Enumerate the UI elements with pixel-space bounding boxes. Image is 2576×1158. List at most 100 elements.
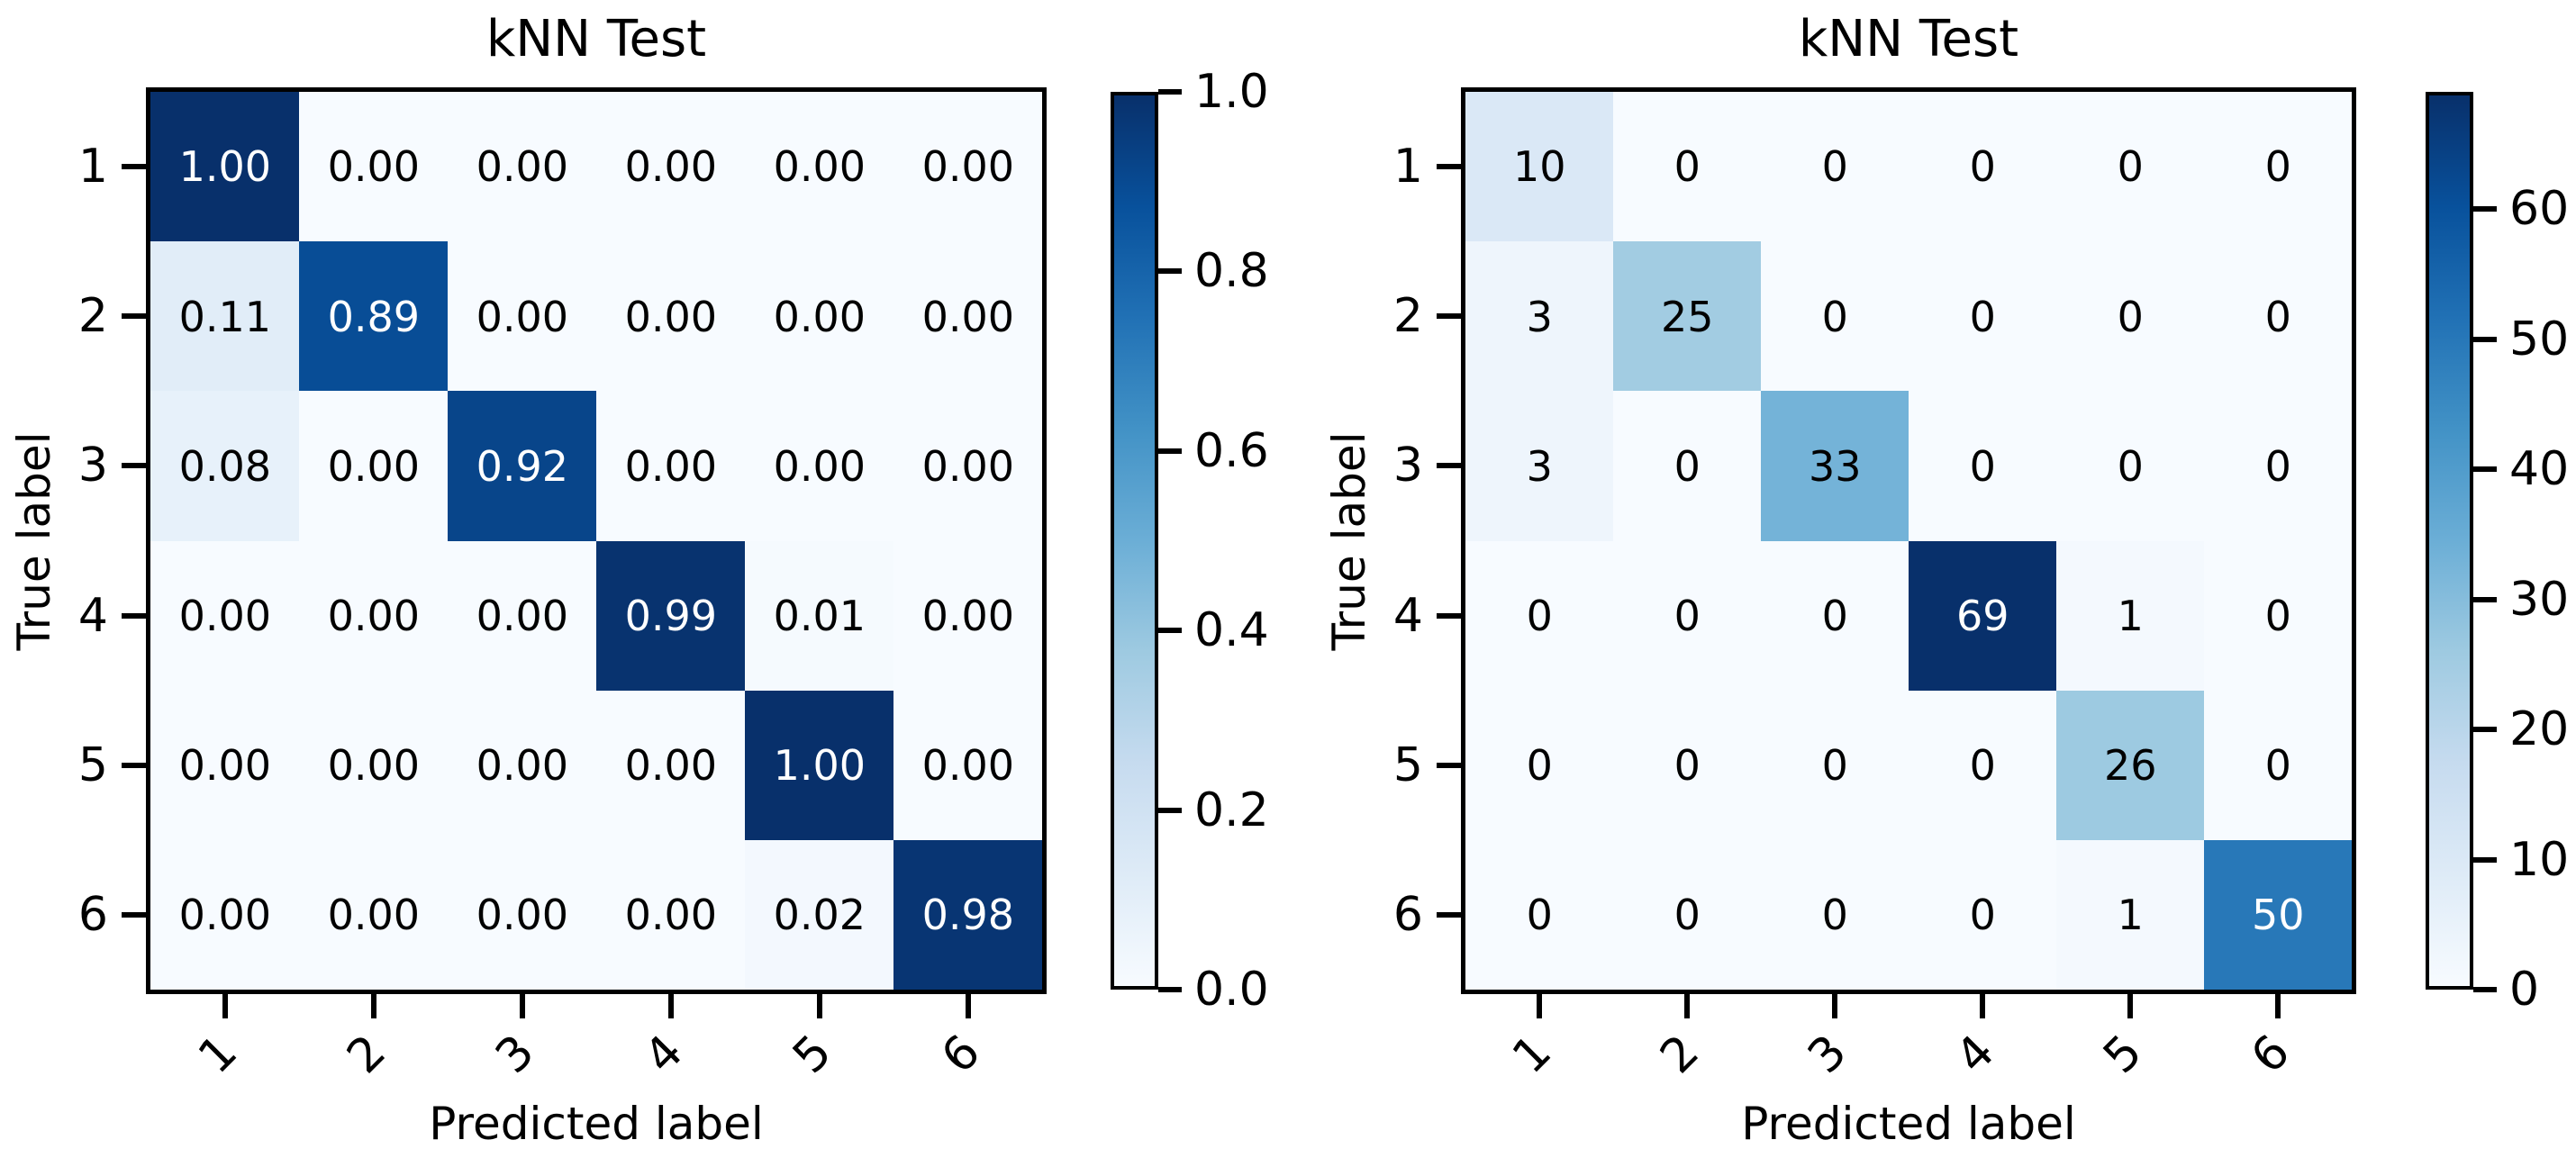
cell-value: 0 <box>1969 741 1996 791</box>
cell-value: 0 <box>1673 741 1701 791</box>
heatmap-cell: 0.00 <box>893 540 1043 692</box>
cell-value: 1.00 <box>773 741 866 791</box>
heatmap-cell: 0 <box>1613 690 1762 841</box>
tick-mark <box>1437 164 1461 170</box>
x-axis-label: Predicted label <box>429 1098 764 1150</box>
heatmap-cell: 0.00 <box>150 540 300 692</box>
tick-mark <box>816 994 822 1018</box>
cell-value: 0 <box>2264 591 2291 640</box>
heatmap-cell: 0 <box>1761 92 1909 242</box>
cell-value: 0 <box>1673 891 1701 940</box>
cell-value: 0.00 <box>921 741 1014 791</box>
cell-value: 3 <box>1526 292 1553 341</box>
heatmap-cell: 0.89 <box>299 241 449 392</box>
x-tick-label: 5 <box>782 1025 842 1084</box>
tick-mark <box>1158 987 1182 992</box>
tick-mark <box>2473 466 2497 473</box>
colorbar-tick-label: 1.0 <box>1194 65 1269 119</box>
cell-value: 0.00 <box>476 591 568 640</box>
cell-value: 0.00 <box>476 142 568 192</box>
cell-value: 0 <box>1969 142 1996 192</box>
heatmap-cell: 0.00 <box>893 690 1043 841</box>
heatmap-cell: 0.00 <box>299 690 449 841</box>
cell-value: 0.00 <box>624 292 717 341</box>
colorbar-tick-label: 0.4 <box>1194 603 1269 658</box>
heatmap-cell: 0.00 <box>893 391 1043 542</box>
heatmap-cell: 0.00 <box>596 839 746 991</box>
x-tick-label: 2 <box>1650 1025 1710 1084</box>
heatmap-cell: 25 <box>1613 241 1762 392</box>
heatmap-cell: 0.02 <box>745 839 894 991</box>
cell-value: 0 <box>1673 142 1701 192</box>
tick-mark <box>2473 206 2497 213</box>
heatmap-cell: 0 <box>1613 391 1762 542</box>
tick-mark <box>122 762 146 768</box>
heatmap-cell: 0 <box>2056 391 2205 542</box>
cell-value: 0 <box>1526 891 1553 940</box>
heatmap-cell: 0 <box>1465 540 1614 692</box>
cell-value: 0 <box>2264 142 2291 192</box>
heatmap-cell: 0.00 <box>745 241 894 392</box>
heatmap-cell: 0 <box>1465 839 1614 991</box>
heatmap-cell: 0.01 <box>745 540 894 692</box>
y-tick-label: 6 <box>77 887 108 942</box>
colorbar <box>1111 92 1158 990</box>
cell-value: 0.98 <box>921 891 1014 940</box>
cell-value: 0 <box>2117 292 2144 341</box>
y-tick-label: 1 <box>1392 140 1423 195</box>
heatmap-cell: 0.00 <box>448 92 597 242</box>
cell-value: 0 <box>1821 741 1848 791</box>
tick-mark <box>2473 727 2497 732</box>
tick-mark <box>1158 448 1182 454</box>
heatmap-cell: 0.00 <box>299 839 449 991</box>
tick-mark <box>1437 612 1461 619</box>
y-tick-label: 3 <box>1392 439 1423 493</box>
heatmap-cell: 0 <box>1909 92 2057 242</box>
heatmap-cell: 0 <box>1613 839 1762 991</box>
x-tick-label: 4 <box>1946 1025 2005 1084</box>
heatmap-cell: 0 <box>2204 241 2353 392</box>
heatmap-cell: 0.08 <box>150 391 300 542</box>
heatmap-cell: 0 <box>1909 241 2057 392</box>
cell-value: 0.00 <box>178 591 271 640</box>
cell-value: 0.02 <box>773 891 866 940</box>
heatmap-cell: 1.00 <box>745 690 894 841</box>
tick-mark <box>1684 994 1690 1018</box>
cell-value: 0.00 <box>178 741 271 791</box>
heatmap-cell: 0.00 <box>448 241 597 392</box>
heatmap-cell: 0 <box>1761 839 1909 991</box>
y-tick-label: 4 <box>77 588 108 643</box>
tick-mark <box>2473 987 2497 992</box>
plot-title: kNN Test <box>1798 10 2019 68</box>
tick-mark <box>1537 994 1542 1018</box>
cell-value: 0.00 <box>773 441 866 491</box>
heatmap-cell: 0 <box>2204 391 2353 542</box>
cell-value: 0 <box>2117 142 2144 192</box>
heatmap-cell: 69 <box>1909 540 2057 692</box>
heatmap-cell: 33 <box>1761 391 1909 542</box>
cell-value: 0.08 <box>178 441 271 491</box>
x-tick-label: 2 <box>336 1025 396 1084</box>
heatmap-cell: 0.00 <box>596 92 746 242</box>
heatmap-cell: 0 <box>2056 92 2205 242</box>
heatmap-cell: 0.00 <box>448 690 597 841</box>
heatmap-cell: 3 <box>1465 241 1614 392</box>
y-tick-label: 3 <box>77 439 108 493</box>
y-tick-label: 2 <box>77 289 108 344</box>
tick-mark <box>2473 336 2497 342</box>
heatmap-cell: 0 <box>2204 92 2353 242</box>
cell-value: 0.00 <box>921 292 1014 341</box>
tick-mark <box>1158 807 1182 813</box>
cell-value: 0.00 <box>624 741 717 791</box>
tick-mark <box>122 463 146 469</box>
cell-value: 0 <box>1821 891 1848 940</box>
heatmap-cell: 50 <box>2204 839 2353 991</box>
heatmap-cell: 0.98 <box>893 839 1043 991</box>
plot-title: kNN Test <box>485 10 707 68</box>
tick-mark <box>1158 268 1182 275</box>
heatmap-cell: 0 <box>2056 241 2205 392</box>
y-tick-label: 2 <box>1392 289 1423 344</box>
colorbar-tick-label: 50 <box>2509 312 2570 366</box>
cell-value: 10 <box>1513 142 1566 192</box>
